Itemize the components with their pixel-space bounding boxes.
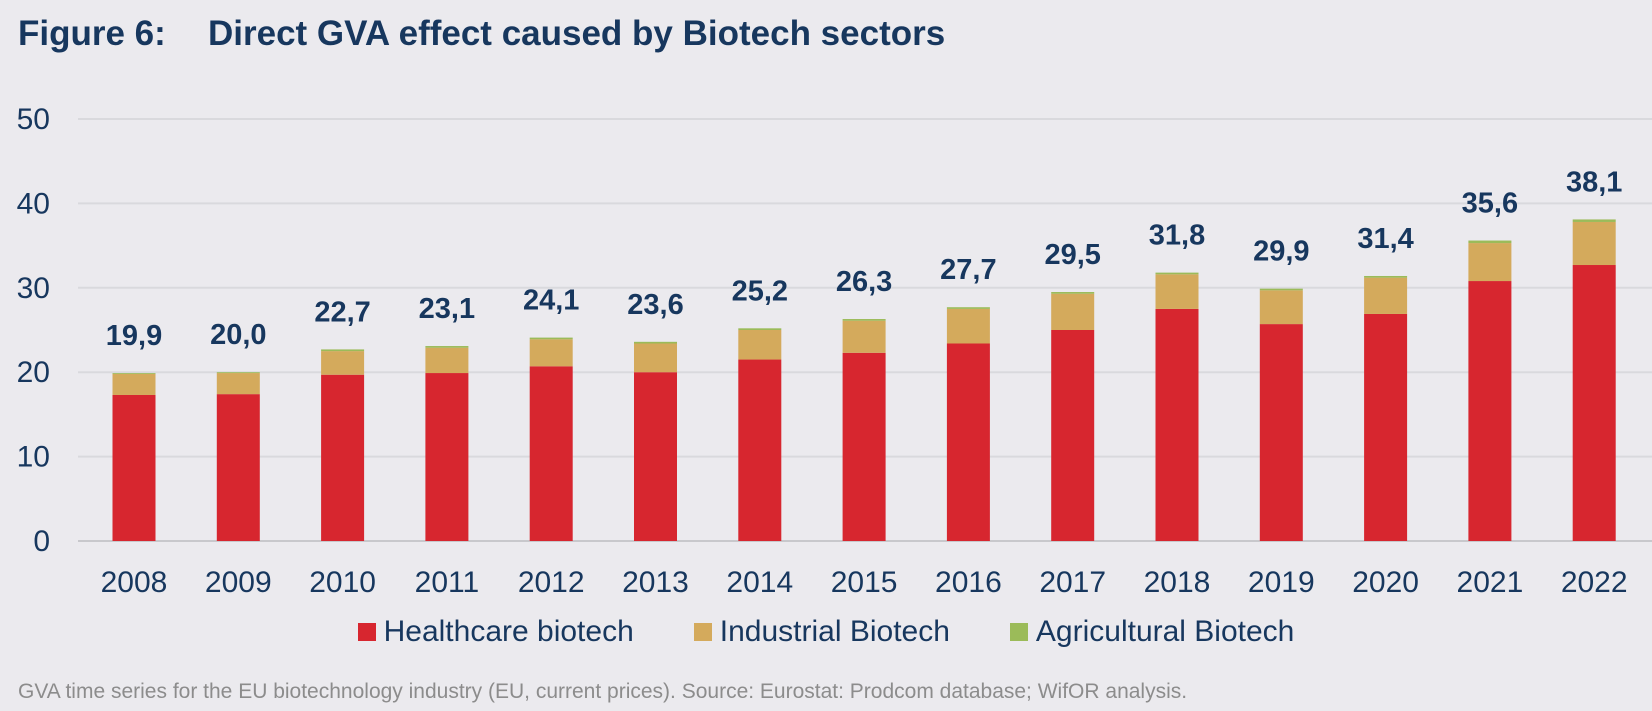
y-tick-label: 30 — [17, 272, 50, 305]
source-caption: GVA time series for the EU biotechnology… — [18, 680, 1188, 703]
bar-segment-healthcare-2009 — [216, 394, 260, 541]
bar-segment-healthcare-2012 — [529, 366, 573, 541]
y-tick-label: 50 — [17, 103, 50, 136]
x-tick-label-2010: 2010 — [309, 566, 376, 599]
bar-segment-industrial-2016 — [946, 308, 990, 344]
bar-segment-industrial-2014 — [738, 330, 782, 360]
bar-segment-healthcare-2014 — [738, 359, 782, 541]
x-tick-label-2008: 2008 — [101, 566, 168, 599]
bar-segment-industrial-2019 — [1259, 290, 1303, 325]
legend-label-agricultural: Agricultural Biotech — [1035, 615, 1295, 648]
bar-segment-agricultural-2014 — [738, 328, 782, 330]
bar-segment-industrial-2010 — [321, 351, 365, 375]
bar-segment-industrial-2009 — [216, 373, 260, 395]
bar-segment-healthcare-2011 — [425, 373, 469, 541]
legend-label-industrial: Industrial Biotech — [719, 615, 950, 648]
x-tick-label-2016: 2016 — [935, 566, 1002, 599]
y-tick-label: 10 — [17, 441, 50, 474]
bar-segment-agricultural-2009 — [216, 372, 260, 374]
bar-segment-agricultural-2010 — [321, 349, 365, 352]
total-label-2012: 24,1 — [523, 285, 579, 317]
bar-segment-industrial-2021 — [1468, 243, 1512, 282]
bar-segment-healthcare-2016 — [946, 343, 990, 541]
total-label-2008: 19,9 — [106, 320, 162, 352]
bar-segment-agricultural-2018 — [1155, 272, 1199, 275]
x-tick-label-2017: 2017 — [1039, 566, 1106, 599]
bar-segment-healthcare-2020 — [1364, 313, 1408, 541]
bar-segment-industrial-2022 — [1572, 221, 1616, 266]
total-label-2010: 22,7 — [314, 296, 370, 328]
x-tick-label-2019: 2019 — [1248, 566, 1315, 599]
bar-segment-industrial-2012 — [529, 339, 573, 367]
legend-item-agricultural: Agricultural Biotech — [1009, 615, 1295, 649]
bar-segment-industrial-2020 — [1364, 277, 1408, 314]
title-text: Direct GVA effect caused by Biotech sect… — [208, 14, 946, 53]
chart-title: Figure 6: Direct GVA effect caused by Bio… — [18, 14, 945, 54]
total-label-2017: 29,5 — [1044, 239, 1100, 271]
bar-segment-healthcare-2015 — [842, 352, 886, 541]
x-tick-label-2014: 2014 — [726, 566, 793, 599]
x-tick-label-2018: 2018 — [1144, 566, 1211, 599]
bar-segment-healthcare-2008 — [112, 394, 156, 541]
total-label-2022: 38,1 — [1566, 166, 1622, 198]
bar-segment-healthcare-2018 — [1155, 308, 1199, 541]
total-label-2009: 20,0 — [210, 319, 266, 351]
legend-swatch-industrial — [693, 623, 712, 641]
bar-segment-industrial-2018 — [1155, 274, 1199, 309]
x-tick-label-2021: 2021 — [1457, 566, 1524, 599]
bar-segment-agricultural-2017 — [1051, 292, 1095, 294]
y-tick-label: 20 — [17, 356, 50, 389]
bar-segment-agricultural-2008 — [112, 373, 156, 374]
y-tick-label: 0 — [33, 525, 50, 558]
bar-segment-industrial-2013 — [634, 343, 677, 373]
bar-segment-agricultural-2019 — [1259, 288, 1303, 291]
x-tick-label-2013: 2013 — [622, 566, 689, 599]
x-tick-label-2012: 2012 — [518, 566, 585, 599]
legend-item-industrial: Industrial Biotech — [693, 615, 950, 649]
total-label-2020: 31,4 — [1357, 223, 1413, 255]
total-label-2013: 23,6 — [627, 289, 683, 321]
x-tick-label-2020: 2020 — [1352, 566, 1419, 599]
bar-segment-healthcare-2022 — [1572, 265, 1616, 541]
bar-segment-agricultural-2020 — [1364, 275, 1408, 278]
x-tick-label-2009: 2009 — [205, 566, 272, 599]
bar-segment-agricultural-2022 — [1572, 219, 1616, 222]
bar-segment-agricultural-2013 — [634, 341, 677, 344]
total-label-2018: 31,8 — [1149, 220, 1205, 252]
bar-segment-healthcare-2021 — [1468, 281, 1512, 541]
y-tick-label: 40 — [17, 187, 50, 220]
figure-label: Figure 6: — [18, 14, 166, 53]
legend-item-healthcare: Healthcare biotech — [357, 615, 634, 649]
bar-segment-industrial-2008 — [112, 373, 156, 395]
bar-segment-healthcare-2019 — [1259, 324, 1303, 541]
bar-segment-agricultural-2016 — [946, 307, 990, 309]
x-tick-label-2015: 2015 — [831, 566, 898, 599]
total-label-2021: 35,6 — [1462, 188, 1518, 220]
total-label-2016: 27,7 — [940, 254, 996, 286]
bar-segment-healthcare-2010 — [321, 374, 365, 541]
legend-swatch-agricultural — [1009, 623, 1028, 641]
total-label-2019: 29,9 — [1253, 236, 1309, 268]
bar-segment-agricultural-2015 — [842, 319, 886, 321]
x-tick-label-2011: 2011 — [415, 566, 480, 599]
bar-segment-healthcare-2017 — [1051, 330, 1095, 541]
bar-segment-healthcare-2013 — [634, 372, 677, 541]
total-label-2014: 25,2 — [732, 275, 788, 307]
total-label-2015: 26,3 — [836, 266, 892, 298]
bar-segment-industrial-2015 — [842, 320, 886, 353]
bar-segment-agricultural-2021 — [1468, 240, 1512, 244]
x-tick-label-2022: 2022 — [1561, 566, 1628, 599]
bar-segment-agricultural-2012 — [529, 337, 573, 340]
legend: Healthcare biotech Industrial Biotech Ag… — [0, 615, 1652, 649]
bar-segment-industrial-2011 — [425, 347, 469, 374]
bar-segment-industrial-2017 — [1051, 293, 1095, 330]
legend-label-healthcare: Healthcare biotech — [383, 615, 634, 648]
legend-swatch-healthcare — [357, 623, 376, 641]
bar-segment-agricultural-2011 — [425, 346, 469, 348]
total-label-2011: 23,1 — [419, 293, 475, 325]
